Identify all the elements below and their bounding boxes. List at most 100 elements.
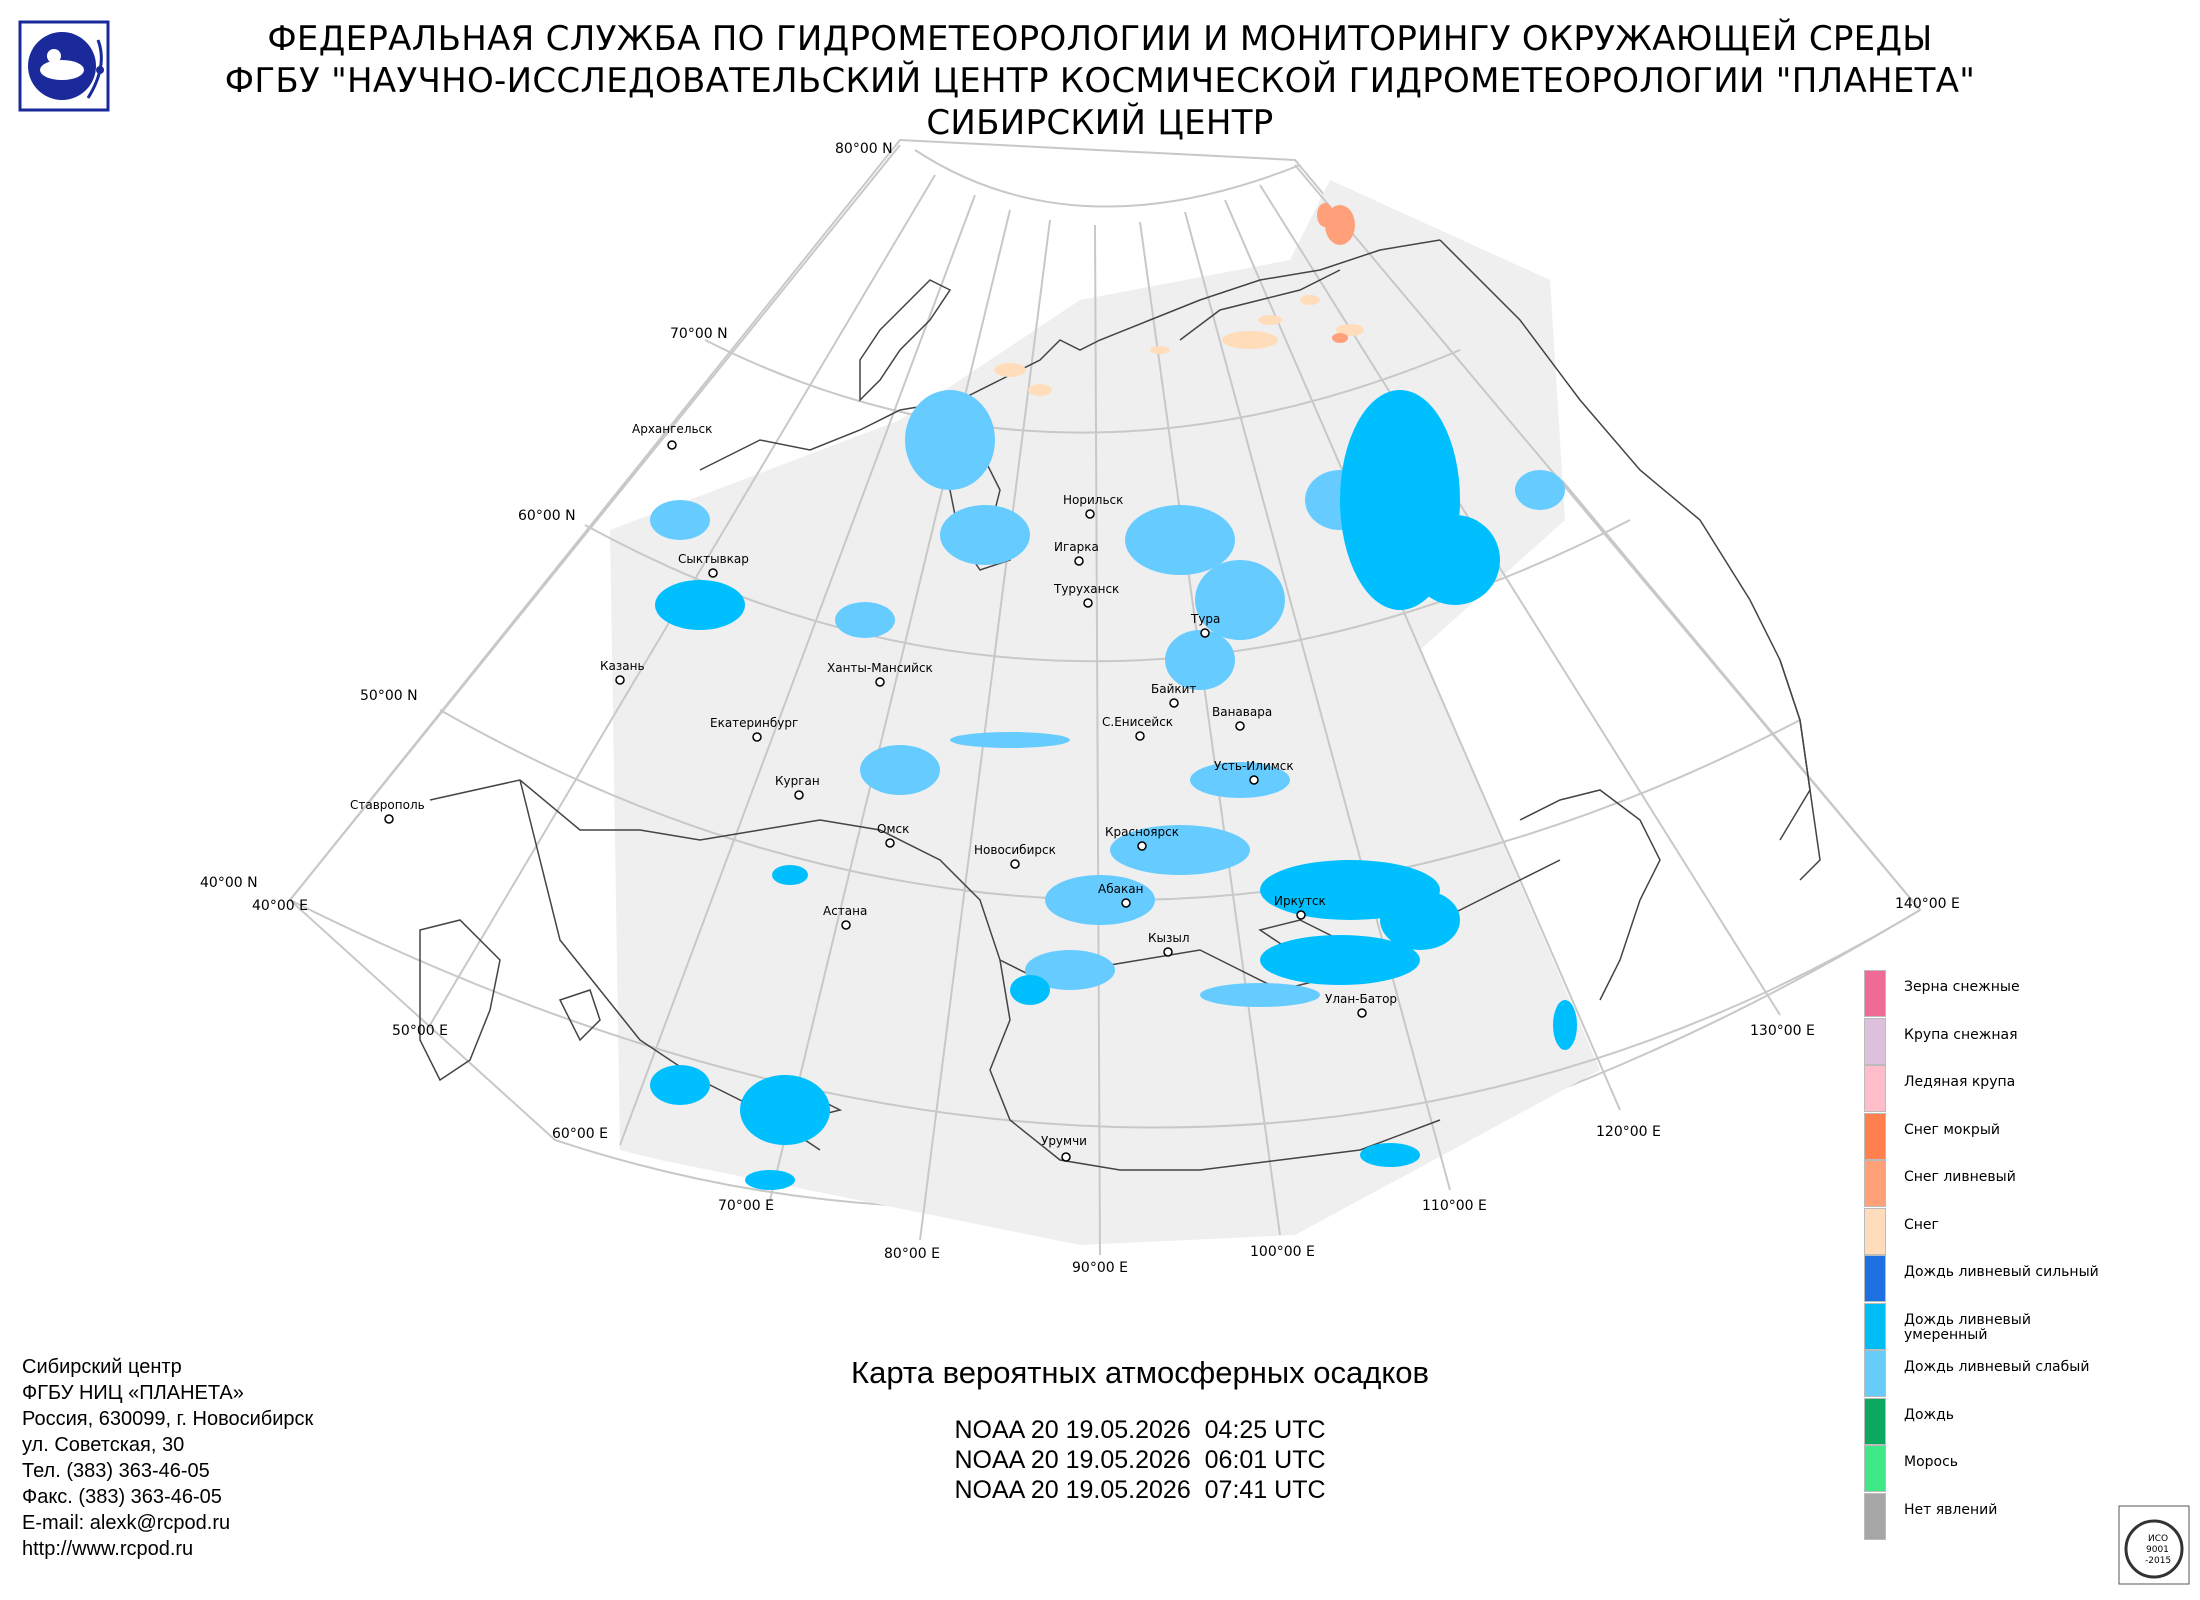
legend-label: Зерна снежные — [1904, 979, 2020, 995]
contact-info: Сибирский центр ФГБУ НИЦ «ПЛАНЕТА» Росси… — [22, 1354, 313, 1562]
lon-label-100: 100°00 E — [1250, 1244, 1315, 1260]
legend-label: Крупа снежная — [1904, 1026, 2018, 1043]
city-label: Сыктывкар — [678, 552, 749, 566]
lon-label-110: 110°00 E — [1422, 1198, 1487, 1214]
city-label: Ставрополь — [350, 798, 425, 812]
legend-item: Ледяная крупа — [1864, 1065, 2164, 1112]
city-label: Тура — [1190, 612, 1220, 626]
lon-line-100 — [1139, 221, 1281, 1236]
legend-swatch — [1864, 1397, 1886, 1445]
legend-swatch — [1864, 1017, 1886, 1065]
lat-arc-40 — [289, 899, 1921, 1129]
city-label: Усть-Илимск — [1214, 759, 1294, 773]
legend-swatch — [1864, 1302, 1886, 1350]
legend-label: Дождь — [1904, 1406, 1955, 1423]
lat-arc-80 — [914, 149, 1301, 208]
lat-label-50: 50°00 N — [360, 688, 418, 704]
longitude-grid — [289, 144, 1921, 1256]
legend-swatch — [1864, 1492, 1886, 1540]
legend-item: Снег мокрый — [1864, 1112, 2164, 1160]
city-label: Омск — [877, 822, 909, 836]
legend-label: Снег — [1904, 1216, 1939, 1233]
legend-swatch — [1864, 1112, 1886, 1160]
legend-item: Морось — [1864, 1445, 2164, 1492]
legend-item: Снег — [1864, 1207, 2164, 1255]
legend-item: Зерна снежные — [1864, 970, 2164, 1017]
legend-swatch — [1864, 1255, 1886, 1302]
city-label: Казань — [600, 659, 645, 673]
city-label: Екатеринбург — [710, 716, 798, 730]
city-label: Красноярск — [1105, 825, 1179, 839]
lon-label-70: 70°00 E — [718, 1198, 774, 1214]
info-website[interactable]: http://www.rcpod.ru — [22, 1538, 194, 1560]
info-line: ФГБУ НИЦ «ПЛАНЕТА» — [22, 1382, 244, 1404]
rain-moderate-area — [650, 390, 1577, 1190]
legend-item: Дождь ливневый умеренный — [1864, 1302, 2164, 1350]
legend-item: Дождь — [1864, 1397, 2164, 1445]
legend-label: Дождь ливневый сильный — [1904, 1264, 2099, 1280]
lon-label-90: 90°00 E — [1072, 1260, 1128, 1276]
pass-line: NOAA 20 19.05.2026 06:01 UTC — [954, 1446, 1326, 1474]
map-title: Карта вероятных атмосферных осадков — [851, 1355, 1429, 1390]
legend-swatch — [1864, 1160, 1886, 1207]
pass-line: NOAA 20 19.05.2026 04:25 UTC — [954, 1416, 1326, 1444]
lat-label-80: 80°00 N — [835, 141, 893, 157]
header-line-2: ФГБУ "НАУЧНО-ИССЛЕДОВАТЕЛЬСКИЙ ЦЕНТР КОС… — [224, 61, 1976, 101]
city-label: Архангельск — [632, 422, 712, 436]
lon-label-130: 130°00 E — [1750, 1023, 1815, 1039]
caspian-sea — [419, 919, 501, 1082]
info-line: Факс. (383) 363-46-05 — [22, 1486, 222, 1508]
lon-line-110 — [1184, 211, 1451, 1191]
lon-line-70 — [769, 209, 1011, 1201]
legend-label: Снег ливневый — [1904, 1169, 2016, 1185]
legend-label: Ледяная крупа — [1904, 1074, 2016, 1090]
header-line-3: СИБИРСКИЙ ЦЕНТР — [926, 103, 1274, 143]
okhotsk-coast — [1519, 789, 1661, 1001]
lon-line-120 — [1224, 199, 1621, 1111]
header: ФЕДЕРАЛЬНАЯ СЛУЖБА ПО ГИДРОМЕТЕОРОЛОГИИ … — [0, 18, 2200, 144]
city-label: Игарка — [1054, 540, 1099, 554]
legend-item: Нет явлений — [1864, 1492, 2164, 1540]
city-label: Абакан — [1098, 882, 1143, 896]
legend-swatch — [1864, 1445, 1886, 1492]
planeta-logo — [18, 20, 110, 112]
city-label: Байкит — [1151, 682, 1196, 696]
city-label: Улан-Батор — [1325, 992, 1397, 1006]
iso-text-3: -2015 — [2145, 1556, 2171, 1566]
city-label: Урумчи — [1041, 1134, 1087, 1148]
header-line-1: ФЕДЕРАЛЬНАЯ СЛУЖБА ПО ГИДРОМЕТЕОРОЛОГИИ … — [267, 19, 1933, 59]
lon-label-80: 80°00 E — [884, 1246, 940, 1262]
legend-label: Дождь ливневый умеренный — [1904, 1311, 2031, 1343]
legend-swatch — [1864, 1065, 1886, 1112]
legend-item: Снег ливневый — [1864, 1160, 2164, 1207]
legend-item: Дождь ливневый сильный — [1864, 1255, 2164, 1302]
kamchatka-coast — [1779, 659, 1821, 881]
lon-label-40: 40°00 E — [252, 898, 308, 914]
info-email[interactable]: E-mail: alexk@rcpod.ru — [22, 1512, 231, 1534]
snow-showers-area — [1317, 203, 1355, 343]
snow-area — [994, 295, 1364, 396]
city-label: Иркутск — [1274, 894, 1326, 908]
arctic-coast — [699, 239, 1441, 471]
city-label: Астана — [823, 904, 867, 918]
latitude-labels: 80°00 N 70°00 N 60°00 N 50°00 N 40°00 N — [200, 141, 893, 891]
lat-label-60: 60°00 N — [518, 508, 576, 524]
city-label: Норильск — [1063, 493, 1123, 507]
legend-item: Дождь ливневый слабый — [1864, 1350, 2164, 1397]
longitude-labels: 40°00 E 50°00 E 60°00 E 70°00 E 80°00 E … — [252, 896, 1960, 1276]
legend-item: Крупа снежная — [1864, 1017, 2164, 1065]
legend-label: Нет явлений — [1904, 1501, 1998, 1518]
info-line: Тел. (383) 363-46-05 — [22, 1460, 210, 1482]
city-label: Туруханск — [1053, 582, 1119, 596]
city-label: Ванавара — [1212, 705, 1272, 719]
iso-text-2: 9001 — [2146, 1545, 2169, 1555]
lon-line-90 — [1094, 224, 1101, 1256]
rain-weak-area — [650, 390, 1565, 1007]
legend-label: Морось — [1904, 1454, 1959, 1470]
lon-line-130 — [1259, 184, 1781, 1016]
city-label: Новосибирск — [974, 843, 1056, 857]
city-label: Ханты-Мансийск — [827, 661, 933, 675]
lat-arc-70 — [704, 339, 1461, 434]
city-label: Кызыл — [1148, 931, 1190, 945]
